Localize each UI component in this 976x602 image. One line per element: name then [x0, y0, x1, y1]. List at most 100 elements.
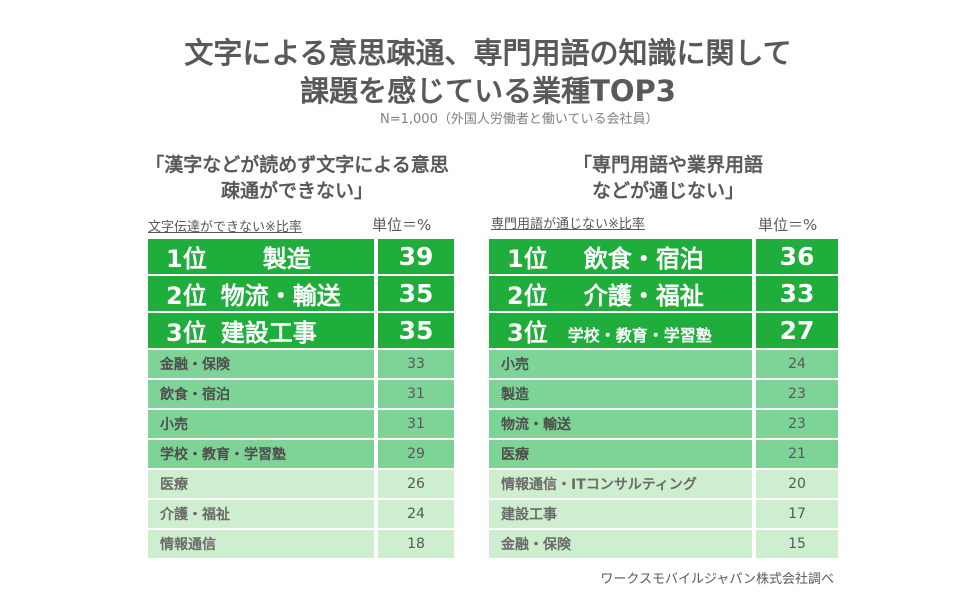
row-name-cell: 2位 物流・輸送 [148, 274, 378, 312]
industry-name: 医療 [501, 447, 529, 463]
row-name-cell: 建設工事 [489, 498, 756, 529]
rank-label: 3位 [507, 319, 548, 347]
row-name-cell: 飲食・宿泊 [148, 378, 378, 409]
row-name-cell: 金融・保険 [489, 528, 756, 558]
left-ranking-table: 1位 製造 39 2位 物流・輸送 35 3位 建設工事 35 金融・保険 33 飲食・宿泊 31 小売 3… [148, 239, 454, 558]
industry-name: 学校・教育・学習塾 [567, 326, 712, 345]
table-row: 3位 建設工事 35 [148, 311, 454, 349]
sample-note: N=1,000（外国人労働者と働いている会社員） [380, 112, 659, 127]
left-unit: 単位＝% [372, 216, 432, 234]
value-cell: 31 [376, 408, 454, 439]
row-name-cell: 金融・保険 [148, 348, 378, 379]
value-cell: 35 [376, 274, 454, 312]
table-row: 学校・教育・学習塾 29 [148, 438, 454, 469]
rank-label: 1位 [166, 245, 207, 273]
table-row: 医療 26 [148, 468, 454, 499]
table-row: 製造 23 [489, 378, 838, 409]
industry-name: 飲食・宿泊 [583, 245, 704, 273]
table-row: 3位 学校・教育・学習塾 27 [489, 311, 838, 349]
right-subtitle: 専門用語が通じない※比率 [491, 217, 645, 232]
row-name-cell: 学校・教育・学習塾 [148, 438, 378, 469]
industry-name: 金融・保険 [160, 357, 230, 373]
industry-name: 小売 [160, 417, 188, 433]
industry-name: 物流・輸送 [220, 282, 341, 310]
table-row: 金融・保険 33 [148, 348, 454, 379]
row-name-cell: 小売 [489, 348, 756, 379]
value-cell: 29 [376, 438, 454, 469]
row-name-cell: 情報通信 [148, 528, 378, 558]
industry-name: 建設工事 [501, 507, 557, 523]
table-row: 1位 飲食・宿泊 36 [489, 239, 838, 275]
value-cell: 26 [376, 468, 454, 499]
industry-name: 学校・教育・学習塾 [160, 447, 286, 463]
industry-name: 製造 [262, 245, 311, 273]
table-row: 飲食・宿泊 31 [148, 378, 454, 409]
industry-name: 製造 [501, 387, 529, 403]
right-heading: 「専門用語や業界用語 などが通じない」 [498, 152, 838, 204]
table-row: 介護・福祉 24 [148, 498, 454, 529]
row-name-cell: 情報通信・ITコンサルティング [489, 468, 756, 499]
value-cell: 24 [376, 498, 454, 529]
value-cell: 21 [754, 438, 838, 469]
table-row: 建設工事 17 [489, 498, 838, 529]
industry-name: 物流・輸送 [501, 417, 571, 433]
table-row: 2位 物流・輸送 35 [148, 274, 454, 312]
table-row: 小売 31 [148, 408, 454, 439]
right-heading-line-2: などが通じない」 [591, 180, 744, 202]
row-name-cell: 3位 建設工事 [148, 311, 378, 349]
industry-name: 飲食・宿泊 [160, 387, 230, 403]
value-cell: 23 [754, 408, 838, 439]
left-heading-line-2: 疎通ができない」 [220, 180, 373, 202]
rank-label: 2位 [166, 282, 207, 310]
left-subtitle: 文字伝達ができない※比率 [148, 220, 302, 235]
value-cell: 36 [754, 239, 838, 275]
value-cell: 15 [754, 528, 838, 558]
rank-label: 3位 [166, 319, 207, 347]
table-row: 物流・輸送 23 [489, 408, 838, 439]
table-row: 情報通信 18 [148, 528, 454, 558]
title-line-2: 課題を感じている業種TOP3 [300, 74, 676, 108]
value-cell: 35 [376, 311, 454, 349]
value-cell: 24 [754, 348, 838, 379]
row-name-cell: 1位 製造 [148, 239, 378, 275]
value-cell: 18 [376, 528, 454, 558]
right-unit: 単位＝% [758, 216, 818, 234]
industry-name: 金融・保険 [501, 537, 571, 553]
value-cell: 27 [754, 311, 838, 349]
value-cell: 23 [754, 378, 838, 409]
right-ranking-table: 1位 飲食・宿泊 36 2位 介護・福祉 33 3位 学校・教育・学習塾 27 小売 24 製造 23 物… [489, 239, 838, 558]
table-row: 小売 24 [489, 348, 838, 379]
value-cell: 33 [754, 274, 838, 312]
industry-name: 小売 [501, 357, 529, 373]
row-name-cell: 1位 飲食・宿泊 [489, 239, 756, 275]
right-heading-line-1: 「専門用語や業界用語 [572, 154, 763, 176]
row-name-cell: 製造 [489, 378, 756, 409]
row-name-cell: 介護・福祉 [148, 498, 378, 529]
industry-name: 介護・福祉 [160, 507, 230, 523]
row-name-cell: 物流・輸送 [489, 408, 756, 439]
row-name-cell: 2位 介護・福祉 [489, 274, 756, 312]
row-name-cell: 3位 学校・教育・学習塾 [489, 311, 756, 349]
left-heading: 「漢字などが読めず文字による意思 疎通ができない」 [138, 152, 456, 204]
value-cell: 17 [754, 498, 838, 529]
industry-name: 医療 [160, 477, 188, 493]
value-cell: 31 [376, 378, 454, 409]
value-cell: 39 [376, 239, 454, 275]
value-cell: 33 [376, 348, 454, 379]
row-name-cell: 医療 [148, 468, 378, 499]
table-row: 情報通信・ITコンサルティング 20 [489, 468, 838, 499]
title-line-1: 文字による意思疎通、専門用語の知識に関して [184, 36, 792, 70]
row-name-cell: 小売 [148, 408, 378, 439]
industry-name: 介護・福祉 [583, 282, 704, 310]
rank-label: 2位 [507, 282, 548, 310]
rank-label: 1位 [507, 245, 548, 273]
table-row: 2位 介護・福祉 33 [489, 274, 838, 312]
left-heading-line-1: 「漢字などが読めず文字による意思 [145, 154, 449, 176]
industry-name: 建設工事 [220, 319, 317, 347]
source-credit: ワークスモバイルジャパン株式会社調べ [600, 572, 834, 587]
table-row: 金融・保険 15 [489, 528, 838, 558]
value-cell: 20 [754, 468, 838, 499]
industry-name: 情報通信 [160, 537, 216, 553]
row-name-cell: 医療 [489, 438, 756, 469]
table-row: 1位 製造 39 [148, 239, 454, 275]
